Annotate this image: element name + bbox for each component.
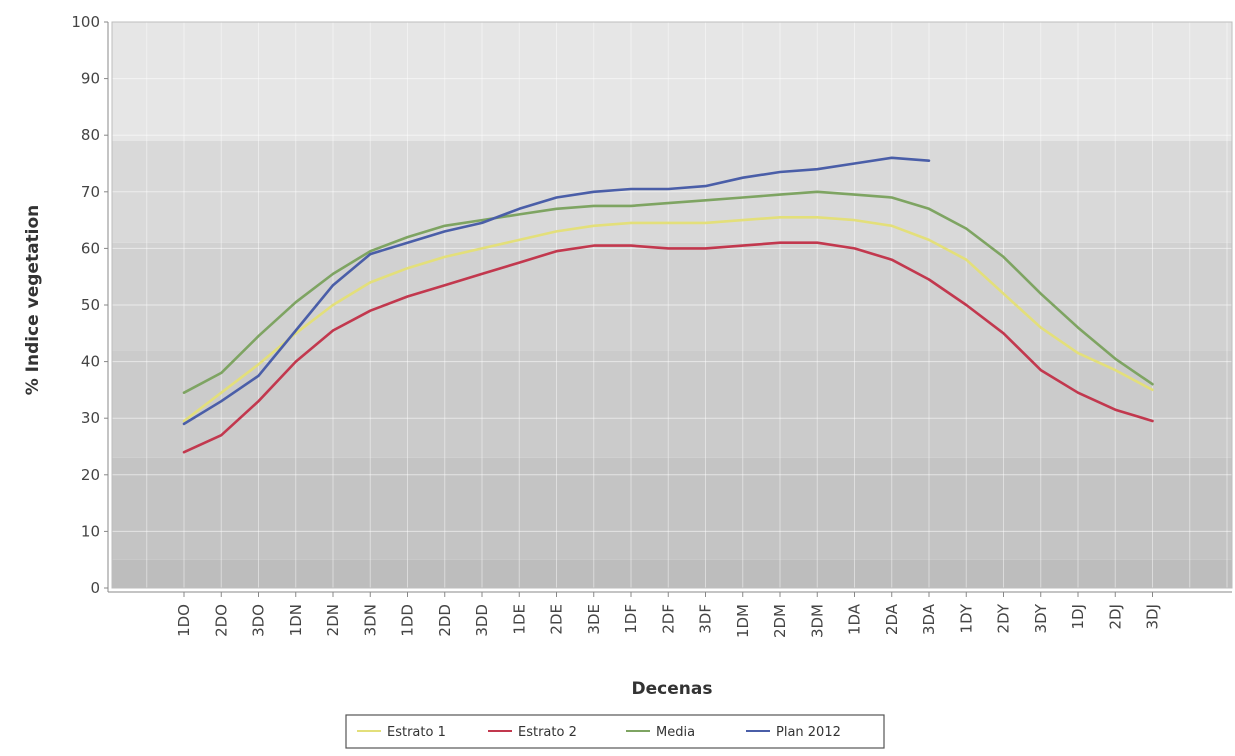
x-tick-label: 1DJ <box>1069 604 1087 630</box>
series-line-estrato-1 <box>182 216 1154 423</box>
x-tick-label: 1DD <box>399 604 417 637</box>
x-tick-label: 2DF <box>659 604 677 634</box>
x-axis-title: Decenas <box>632 679 713 699</box>
y-tick-labels: 0 10 20 30 40 50 60 70 80 90 100 <box>71 13 108 597</box>
series-line-estrato-2 <box>182 241 1154 454</box>
x-tick-label: 1DE <box>510 604 528 635</box>
y-tick-label: 10 <box>81 522 100 540</box>
y-tick-label: 70 <box>81 183 100 201</box>
background-band <box>112 457 1232 560</box>
x-tick-label: 2DY <box>995 603 1013 633</box>
plot-frame <box>111 21 1233 589</box>
x-tick-label: 1DA <box>846 603 864 635</box>
y-tick-label: 0 <box>90 579 100 597</box>
x-tick-label: 1DM <box>734 604 752 638</box>
x-tick-label: 3DY <box>1032 603 1050 633</box>
x-tick-label: 3DD <box>473 604 491 637</box>
x-tick-label: 1DO <box>175 604 193 637</box>
x-tick-label: 2DA <box>883 603 901 635</box>
y-axis-title: % Indice vegetation <box>23 205 43 396</box>
background-band <box>112 350 1232 458</box>
x-tick-label: 3DM <box>808 604 826 638</box>
y-tick-label: 30 <box>81 409 100 427</box>
x-tick-label: 3DE <box>585 604 603 635</box>
x-tick-label: 3DJ <box>1144 604 1162 630</box>
series-line-plan-2012 <box>182 156 931 426</box>
y-tick-label: 50 <box>81 296 100 314</box>
x-tick-label: 2DM <box>771 604 789 638</box>
x-tick-label: 2DO <box>212 604 230 637</box>
x-tick-label: 2DJ <box>1106 604 1124 630</box>
legend-label: Plan 2012 <box>776 725 841 740</box>
x-tick-label: 2DN <box>324 604 342 636</box>
legend-label: Estrato 1 <box>387 725 446 740</box>
x-tick-labels: 1DO 2DO 3DO 1DN 2DN 3DN 1DD 2DD 3DD 1DE 2DE 3DE 1DF 2… <box>175 592 1162 638</box>
y-tick-label: 100 <box>71 13 100 31</box>
x-tick-label: 3DO <box>250 604 268 637</box>
x-tick-label: 1DF <box>622 604 640 634</box>
x-tick-label: 2DE <box>548 604 566 635</box>
x-tick-label: 3DN <box>361 604 379 636</box>
x-tick-label: 1DY <box>957 603 975 633</box>
background-band <box>112 22 1232 141</box>
y-tick-label: 40 <box>81 353 100 371</box>
y-tick-label: 90 <box>81 70 100 88</box>
legend-label: Media <box>656 725 695 740</box>
y-tick-label: 60 <box>81 239 100 257</box>
series-line-media <box>182 190 1154 395</box>
y-tick-label: 80 <box>81 126 100 144</box>
legend: Estrato 1 Estrato 2 Media Plan 2012 <box>345 714 885 749</box>
x-tick-label: 3DA <box>920 603 938 635</box>
legend-label: Estrato 2 <box>518 725 577 740</box>
y-tick-label: 20 <box>81 466 100 484</box>
background-band <box>112 242 1232 351</box>
legend-box <box>345 714 885 749</box>
x-tick-label: 1DN <box>287 604 305 636</box>
x-tick-label: 3DF <box>697 604 715 634</box>
background-band <box>112 559 1232 588</box>
x-tick-label: 2DD <box>436 604 454 637</box>
series-lines <box>182 156 1154 454</box>
